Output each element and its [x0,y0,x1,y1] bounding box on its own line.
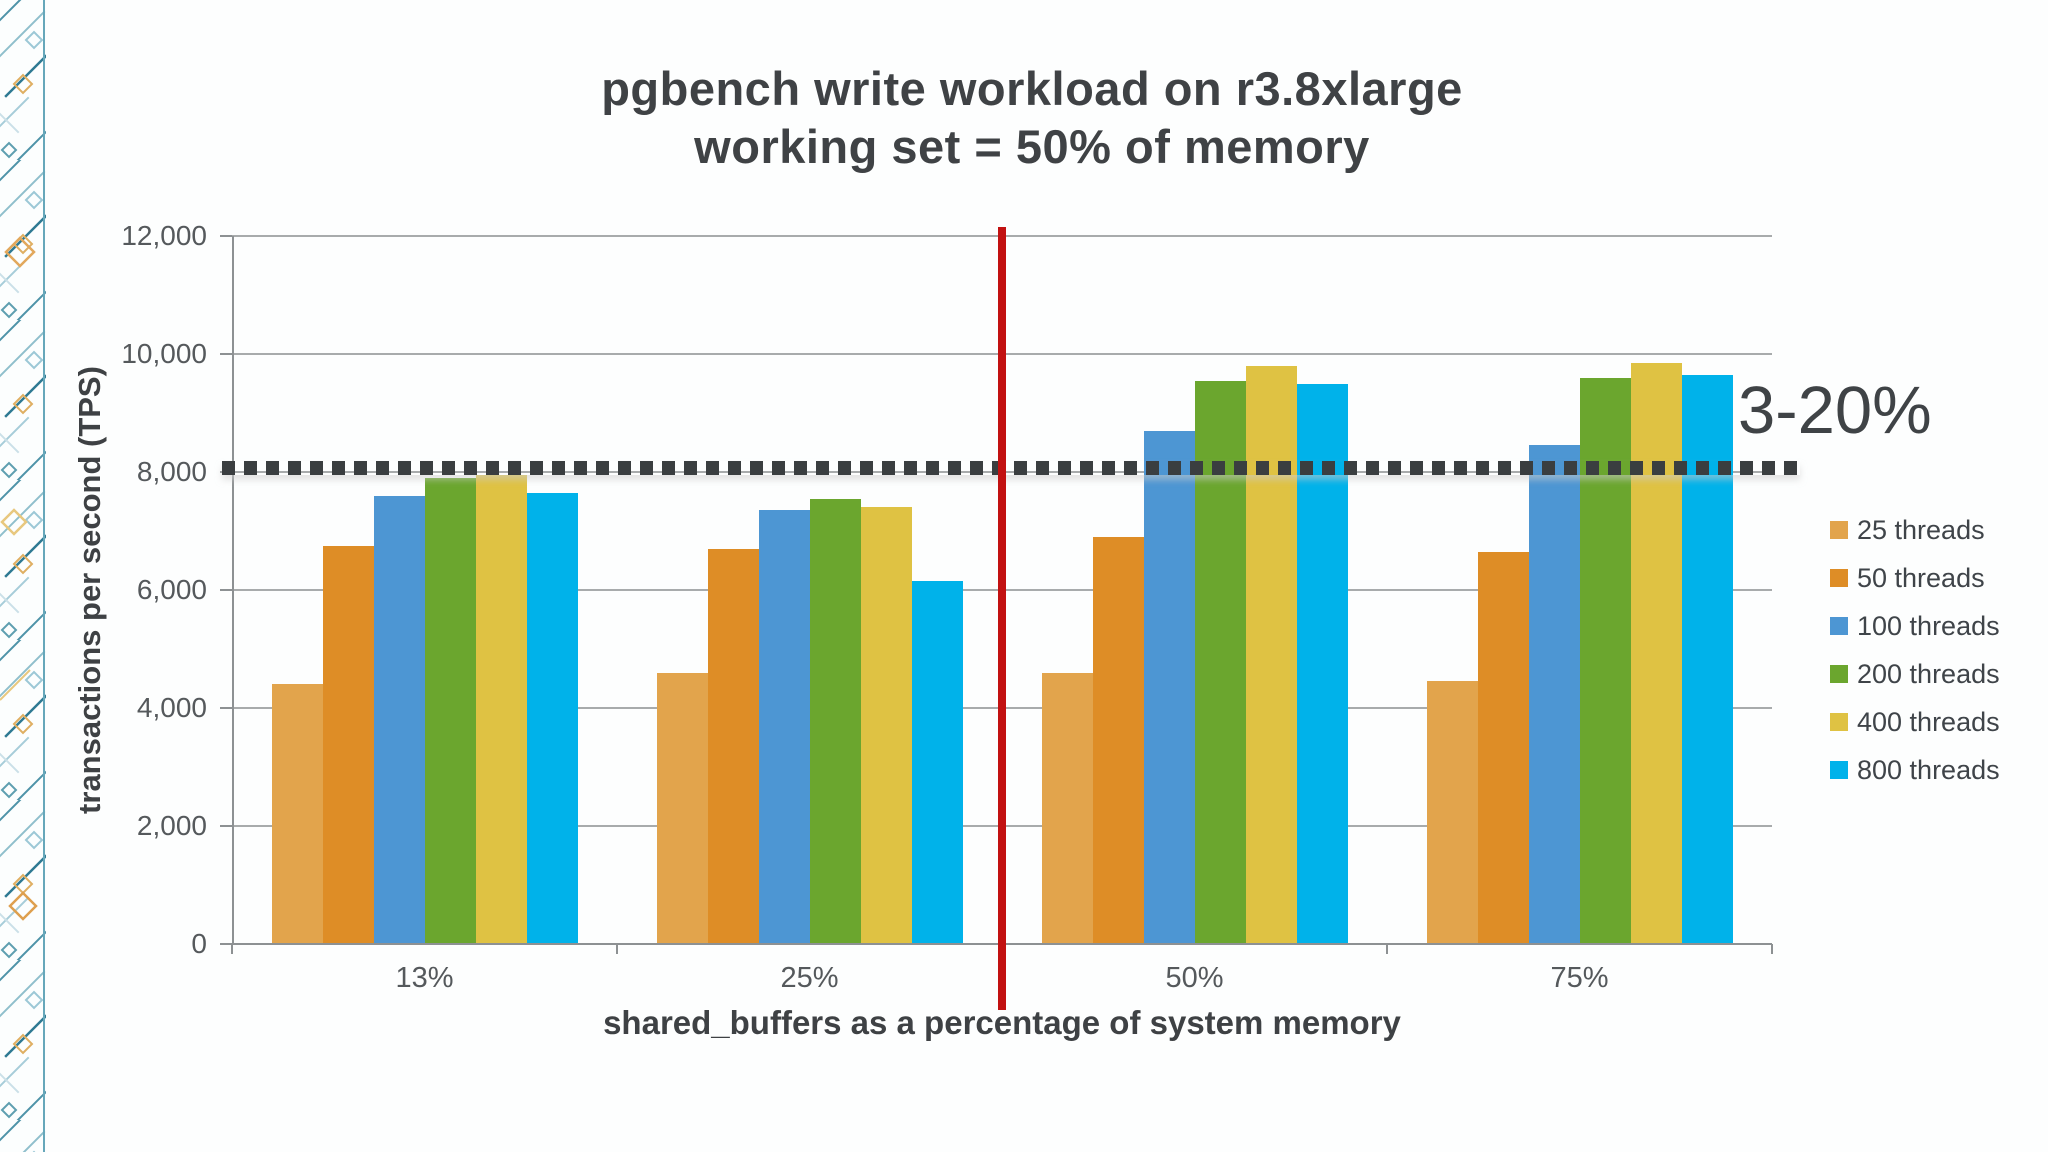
bar-50-threads-25% [707,548,759,944]
bar-100-threads-25% [758,510,810,944]
x-tick-mark [1771,944,1773,954]
x-tick-mark [231,944,233,954]
bar-400-threads-50% [1245,365,1297,944]
bar-100-threads-50% [1143,430,1195,944]
legend-item: 800 threads [1830,746,2000,794]
legend-swatch [1830,761,1848,779]
bar-200-threads-25% [809,498,861,944]
y-tick-mark [220,825,232,827]
y-tick-label: 0 [191,928,207,959]
bar-400-threads-13% [475,474,527,944]
bar-800-threads-25% [911,581,963,944]
y-tick-label: 10,000 [121,338,207,369]
legend-label: 800 threads [1857,754,2000,785]
red-divider-line [998,227,1006,1010]
x-tick-mark [1386,944,1388,954]
bar-25-threads-75% [1426,681,1478,944]
legend-swatch [1830,569,1848,587]
y-tick-label: 6,000 [136,574,207,605]
y-tick-label: 8,000 [136,456,207,487]
legend-swatch [1830,521,1848,539]
x-axis-title: shared_buffers as a percentage of system… [603,1004,1401,1041]
x-tick-label: 13% [395,962,454,994]
bar-200-threads-13% [424,477,476,944]
bar-400-threads-75% [1630,362,1682,944]
x-tick-mark [616,944,618,954]
legend-item: 400 threads [1830,698,2000,746]
improvement-annotation: 3-20% [1738,373,1932,448]
legend-swatch [1830,617,1848,635]
legend-label: 200 threads [1857,658,2000,689]
decorative-circuit-pattern-strip [0,0,46,1152]
bar-100-threads-13% [373,495,425,944]
legend-label: 400 threads [1857,706,2000,737]
chart-title-line2: working set = 50% of memory [694,120,1370,173]
y-tick-mark [220,707,232,709]
y-tick-label: 12,000 [121,220,207,251]
y-tick-mark [220,589,232,591]
bar-400-threads-25% [860,507,912,944]
legend-item: 50 threads [1830,554,1985,602]
chart-title-line1: pgbench write workload on r3.8xlarge [601,62,1463,115]
y-tick-label: 2,000 [136,810,207,841]
legend-label: 50 threads [1857,562,1985,593]
bar-800-threads-13% [526,492,578,944]
y-tick-label: 4,000 [136,692,207,723]
bar-50-threads-13% [322,545,374,944]
legend-label: 25 threads [1857,514,1985,545]
x-tick-label: 75% [1550,962,1609,994]
chart-title: pgbench write workload on r3.8xlarge wor… [262,60,1802,176]
legend-item: 25 threads [1830,506,1985,554]
legend-swatch [1830,665,1848,683]
legend-swatch [1830,713,1848,731]
x-tick-label: 50% [1165,962,1224,994]
bar-50-threads-75% [1477,551,1529,944]
bar-25-threads-25% [656,672,708,944]
y-tick-mark [220,235,232,237]
bar-25-threads-13% [271,684,323,944]
bar-100-threads-75% [1528,445,1580,944]
x-tick-label: 25% [780,962,839,994]
y-tick-mark [220,943,232,945]
legend-item: 100 threads [1830,602,2000,650]
bar-25-threads-50% [1041,672,1093,944]
bar-800-threads-50% [1296,383,1348,944]
bar-50-threads-50% [1092,536,1144,944]
legend-item: 200 threads [1830,650,2000,698]
y-tick-mark [220,353,232,355]
threshold-dotted-line [222,460,1800,475]
y-axis-line [232,236,234,944]
legend-label: 100 threads [1857,610,2000,641]
